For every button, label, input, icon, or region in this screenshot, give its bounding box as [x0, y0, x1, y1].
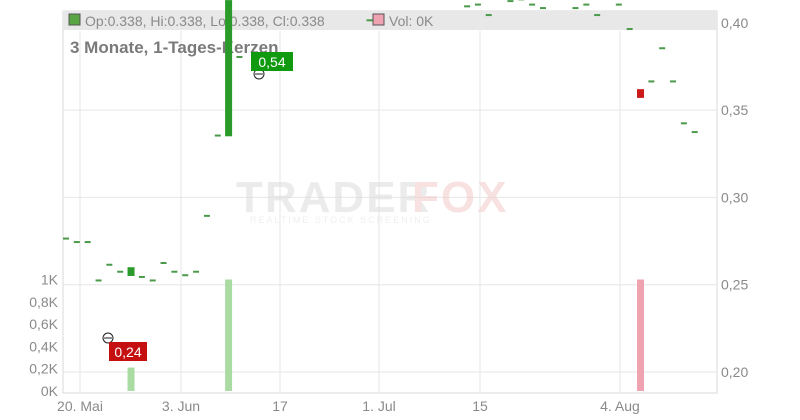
candle — [95, 279, 102, 282]
candle — [225, 0, 233, 137]
price-tick-label: 0,30 — [721, 189, 748, 205]
candle — [485, 14, 492, 17]
candle — [539, 7, 546, 10]
volume-bar — [127, 367, 135, 391]
high-label-background — [251, 52, 293, 71]
candle — [203, 214, 210, 217]
watermark-tagline: REALTIME STOCK SCREENING — [250, 215, 432, 225]
price-candles — [63, 0, 698, 282]
candle — [572, 7, 579, 10]
date-tick-label: 1. Jul — [362, 398, 395, 414]
watermark-brand-b: FOX — [412, 173, 508, 222]
candle — [171, 270, 178, 273]
legend-bar: Op:0.338, Hi:0.338, Lo:0.338, Cl:0.338 V… — [63, 11, 717, 30]
volume-legend-swatch — [372, 13, 385, 26]
candle — [626, 28, 633, 31]
candle — [670, 80, 677, 83]
candle — [691, 131, 698, 134]
candle — [182, 274, 189, 277]
price-legend-swatch — [68, 13, 81, 26]
candle — [366, 19, 373, 22]
candle — [529, 3, 536, 6]
price-axis: 0,550,500,450,400,350,300,250,20 — [721, 15, 748, 380]
candle — [138, 275, 145, 278]
high-marker: 0,54 — [251, 52, 293, 80]
volume-tick-label: 0,4K — [29, 338, 58, 354]
price-tick-label: 0,35 — [721, 102, 748, 118]
candle — [615, 3, 622, 6]
watermark: TRADER FOX REALTIME STOCK SCREENING — [236, 173, 508, 225]
volume-bars — [127, 279, 645, 391]
volume-tick-label: 0K — [41, 383, 59, 399]
price-tick-label: 0,20 — [721, 364, 748, 380]
date-axis: 20. Mai 3. Jun 17 1. Jul 15 4. Aug — [57, 398, 640, 414]
date-tick-label: 15 — [472, 398, 488, 414]
candle — [659, 47, 666, 50]
candle — [106, 263, 113, 266]
candle — [474, 3, 481, 6]
candle — [127, 267, 135, 276]
ohlc-readout: Op:0.338, Hi:0.338, Lo:0.338, Cl:0.338 — [85, 13, 325, 29]
candle — [193, 270, 200, 273]
low-label: 0,24 — [114, 344, 141, 360]
volume-tick-label: 0,2K — [29, 361, 58, 377]
date-tick-label: 4. Aug — [600, 398, 640, 414]
candle — [117, 270, 124, 273]
date-tick-label: 20. Mai — [57, 398, 103, 414]
candle — [583, 3, 590, 6]
date-tick-label: 17 — [272, 398, 288, 414]
candle — [648, 80, 655, 83]
chart-subtitle: 3 Monate, 1-Tages-Kerzen — [70, 38, 278, 57]
volume-readout: Vol: 0K — [389, 13, 434, 29]
high-label: 0,54 — [258, 54, 285, 70]
candle — [236, 55, 243, 58]
volume-bar — [225, 279, 233, 391]
candle — [149, 279, 156, 282]
candle — [84, 241, 91, 244]
candle — [680, 122, 687, 125]
low-marker: 0,24 — [102, 332, 147, 361]
volume-tick-label: 0,6K — [29, 316, 58, 332]
candle — [73, 241, 80, 244]
volume-tick-label: 1K — [41, 272, 59, 288]
volume-axis: 1K 0,8K 0,6K 0,4K 0,2K 0K — [29, 272, 58, 400]
price-tick-label: 0,25 — [721, 277, 748, 293]
candle — [507, 0, 514, 3]
date-tick-label: 3. Jun — [162, 398, 200, 414]
low-label-background — [109, 342, 147, 361]
volume-tick-label: 0,8K — [29, 294, 58, 310]
candle — [464, 5, 471, 8]
watermark-brand-a: TRADER — [236, 173, 431, 222]
candle — [637, 89, 645, 98]
candle — [160, 262, 167, 265]
candle — [214, 134, 221, 137]
candle — [594, 14, 601, 17]
price-tick-label: 0,40 — [721, 15, 748, 31]
candle — [63, 237, 69, 240]
volume-bar — [637, 279, 645, 391]
